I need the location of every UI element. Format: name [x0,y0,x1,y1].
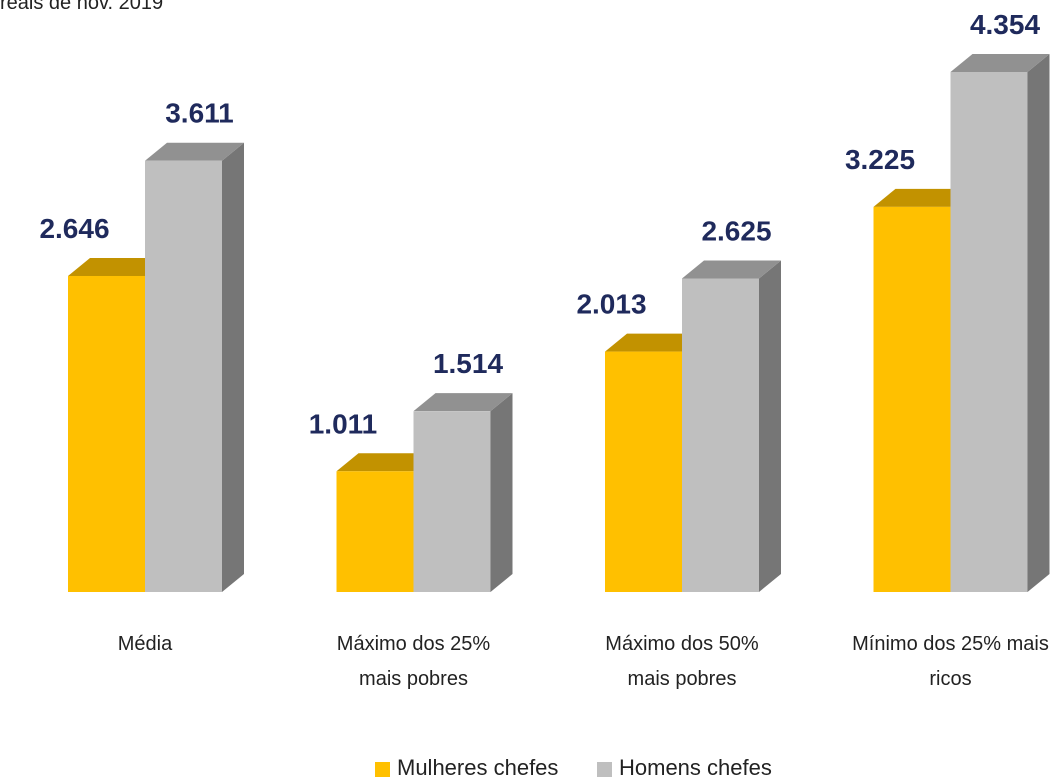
bar-front [336,471,414,592]
value-label: 1.514 [433,348,503,379]
bar-front [68,275,145,592]
bar-side [490,393,513,592]
value-label: 4.354 [970,9,1040,40]
bar-side [1027,54,1050,592]
x-tick-label: Mínimo dos 25% mais ricos [852,633,1049,690]
bar-front [873,206,951,593]
x-tick-label: Máximo dos 50% mais pobres [605,633,759,690]
value-label: 2.646 [39,213,109,244]
x-tick-label: Média [117,633,173,655]
legend-swatch [375,762,390,777]
bar-top [682,260,781,279]
bar [950,54,1050,592]
bar-front [950,72,1028,592]
bar [413,393,513,592]
legend-label: Homens chefes [619,755,772,779]
value-label: 2.013 [576,289,646,320]
bar-front [413,411,491,592]
value-label: 3.611 [165,98,234,129]
value-label: 3.225 [845,144,915,175]
bar-side [759,260,781,592]
bar-front [145,160,222,592]
bar [682,260,781,592]
x-tick-label: Máximo dos 25% mais pobres [336,633,491,690]
bar [145,142,244,592]
bar-top [145,142,244,161]
bar-front [605,351,682,592]
bar-top [68,257,167,276]
bar-top [950,54,1050,72]
bar-side [222,142,244,592]
bar-top [873,188,973,207]
bar-top [413,393,513,412]
legend-label: Mulheres chefes [397,755,558,779]
subtitle: reais de nov. 2019 [0,0,164,14]
bar-top [336,453,436,472]
legend-swatch [597,762,612,777]
bar-top [605,333,704,352]
bar-front [682,278,759,592]
value-label: 1.011 [309,408,378,439]
value-label: 2.625 [701,215,771,246]
